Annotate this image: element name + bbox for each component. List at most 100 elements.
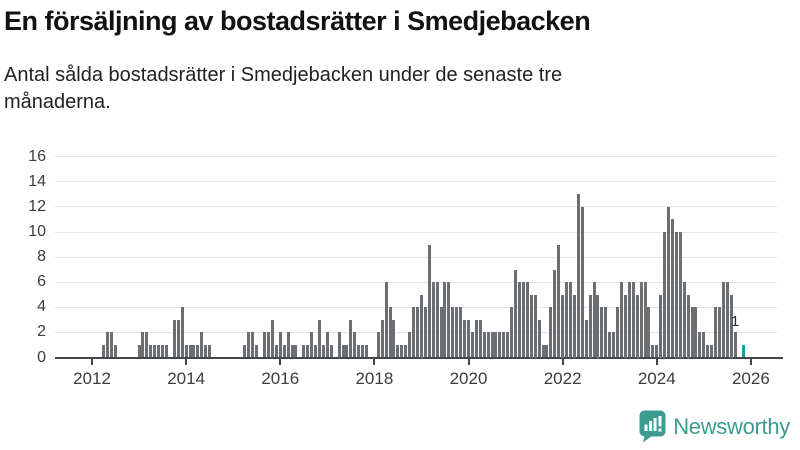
- bar: [247, 332, 251, 358]
- bar: [553, 269, 557, 358]
- bar: [659, 294, 663, 358]
- bar: [435, 282, 439, 358]
- bar: [329, 344, 333, 358]
- bar: [525, 282, 529, 358]
- bar: [482, 332, 486, 358]
- bar: [310, 332, 314, 358]
- bar: [521, 282, 525, 358]
- bar: [392, 319, 396, 358]
- bar: [290, 344, 294, 358]
- bar: [380, 319, 384, 358]
- bar: [545, 344, 549, 358]
- y-axis-label: 0: [37, 348, 46, 366]
- x-axis-label: 2022: [543, 368, 582, 388]
- bar: [565, 282, 569, 358]
- highlight-bar: [741, 344, 745, 358]
- bar: [502, 332, 506, 358]
- bar: [317, 319, 321, 358]
- x-axis-label: 2024: [637, 368, 676, 388]
- bar: [365, 344, 369, 358]
- x-axis-label: 2026: [731, 368, 770, 388]
- bar: [180, 307, 184, 358]
- gridline: [55, 181, 777, 183]
- bar: [427, 244, 431, 358]
- bar: [714, 307, 718, 358]
- newsworthy-chart-bubble-icon: [639, 410, 666, 443]
- bar: [306, 344, 310, 358]
- gridline: [55, 306, 777, 308]
- bar: [137, 344, 141, 358]
- bar: [627, 282, 631, 358]
- bar: [172, 319, 176, 358]
- gridline: [55, 256, 777, 258]
- bar: [114, 344, 118, 358]
- bar: [286, 332, 290, 358]
- gridline: [55, 281, 777, 283]
- gridline: [55, 331, 777, 333]
- bar: [447, 282, 451, 358]
- bar: [361, 344, 365, 358]
- y-axis-label: 6: [37, 273, 46, 291]
- bar: [580, 206, 584, 358]
- x-axis-label: 2018: [355, 368, 394, 388]
- bar: [102, 344, 106, 358]
- gridline: [55, 206, 777, 208]
- bar: [463, 319, 467, 358]
- bar: [631, 282, 635, 358]
- bar: [612, 332, 616, 358]
- bar: [478, 319, 482, 358]
- bar: [572, 294, 576, 358]
- bar: [192, 344, 196, 358]
- bar: [674, 232, 678, 358]
- bar: [718, 307, 722, 358]
- bar: [670, 219, 674, 358]
- gridline: [55, 231, 777, 233]
- bar: [110, 332, 114, 358]
- bar: [314, 344, 318, 358]
- bar: [349, 319, 353, 358]
- bar: [655, 344, 659, 358]
- bar: [294, 344, 298, 358]
- bar: [486, 332, 490, 358]
- bar: [176, 319, 180, 358]
- bar: [549, 307, 553, 358]
- bar: [357, 344, 361, 358]
- bar: [141, 332, 145, 358]
- bar: [325, 332, 329, 358]
- bar: [721, 282, 725, 358]
- bar: [623, 294, 627, 358]
- chart-subtitle: Antal sålda bostadsrätter i Smedjebacken…: [4, 64, 563, 113]
- bar: [506, 332, 510, 358]
- bar: [568, 282, 572, 358]
- bar: [592, 282, 596, 358]
- bar: [451, 307, 455, 358]
- bar: [404, 344, 408, 358]
- bar: [302, 344, 306, 358]
- bar: [729, 294, 733, 358]
- bar: [412, 307, 416, 358]
- x-axis-label: 2020: [449, 368, 488, 388]
- bar: [517, 282, 521, 358]
- bar: [698, 332, 702, 358]
- bar: [494, 332, 498, 358]
- bar: [263, 332, 267, 358]
- bar: [204, 344, 208, 358]
- bar: [400, 344, 404, 358]
- x-axis-tick: [749, 358, 752, 365]
- bar: [651, 344, 655, 358]
- bar: [537, 319, 541, 358]
- x-axis-label: 2016: [261, 368, 300, 388]
- bar: [619, 282, 623, 358]
- bar: [663, 232, 667, 358]
- bar: [643, 282, 647, 358]
- bar: [384, 282, 388, 358]
- bar: [337, 332, 341, 358]
- x-axis-tick: [373, 358, 376, 365]
- bar: [588, 294, 592, 358]
- bar: [266, 332, 270, 358]
- bar: [490, 332, 494, 358]
- bar: [431, 282, 435, 358]
- x-axis-tick: [91, 358, 93, 365]
- bar: [682, 282, 686, 358]
